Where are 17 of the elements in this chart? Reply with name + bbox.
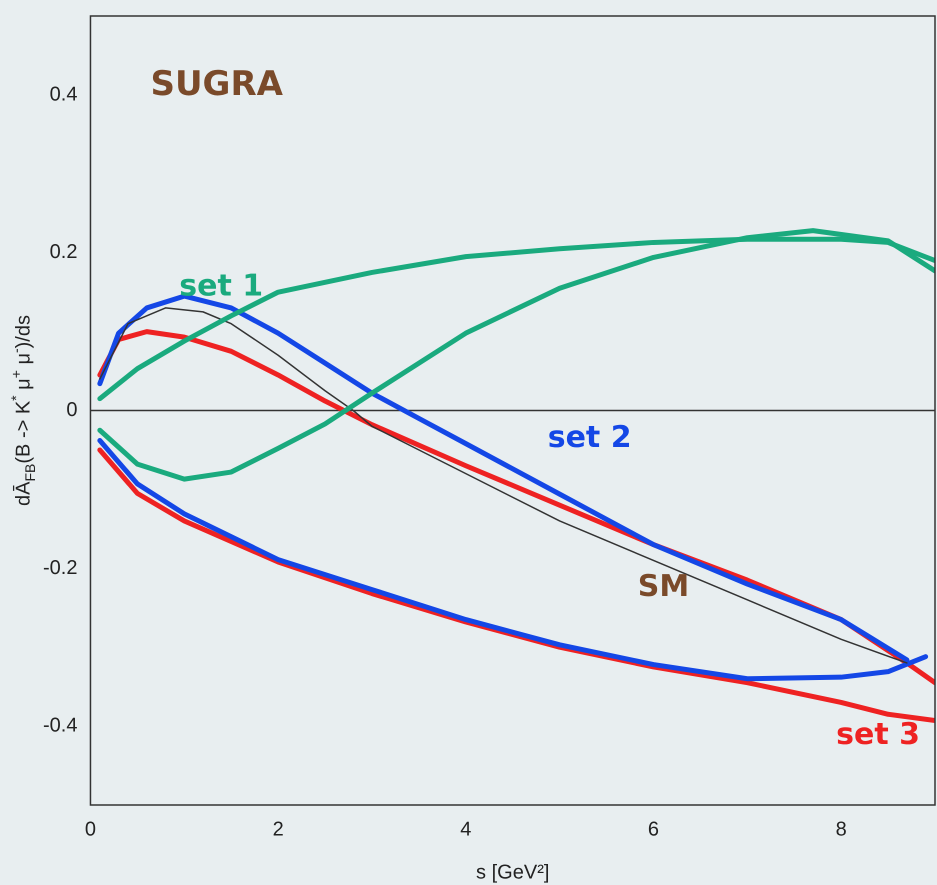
annotation: SUGRA bbox=[150, 64, 284, 104]
series-label: set 2 bbox=[548, 420, 632, 455]
y-tick-label: -0.4 bbox=[42, 714, 78, 737]
x-tick-label: 0 bbox=[84, 818, 96, 841]
x-tick-label: 8 bbox=[836, 818, 847, 841]
x-axis-title: s [GeV²] bbox=[476, 862, 550, 884]
x-tick-label: 4 bbox=[460, 818, 472, 841]
text: dĀFB(B -> K* μ+ μ-)/ds bbox=[8, 315, 38, 506]
series-label: SM bbox=[638, 569, 690, 604]
y-tick-label: 0.4 bbox=[50, 83, 78, 106]
series-label: set 3 bbox=[836, 717, 920, 752]
x-tick-label: 2 bbox=[272, 818, 284, 841]
y-tick-label: 0.2 bbox=[50, 241, 78, 264]
x-tick-label: 6 bbox=[648, 818, 660, 841]
series-label: set 1 bbox=[179, 268, 264, 304]
y-tick-label: -0.2 bbox=[42, 556, 78, 579]
y-tick-label: 0 bbox=[66, 399, 78, 422]
